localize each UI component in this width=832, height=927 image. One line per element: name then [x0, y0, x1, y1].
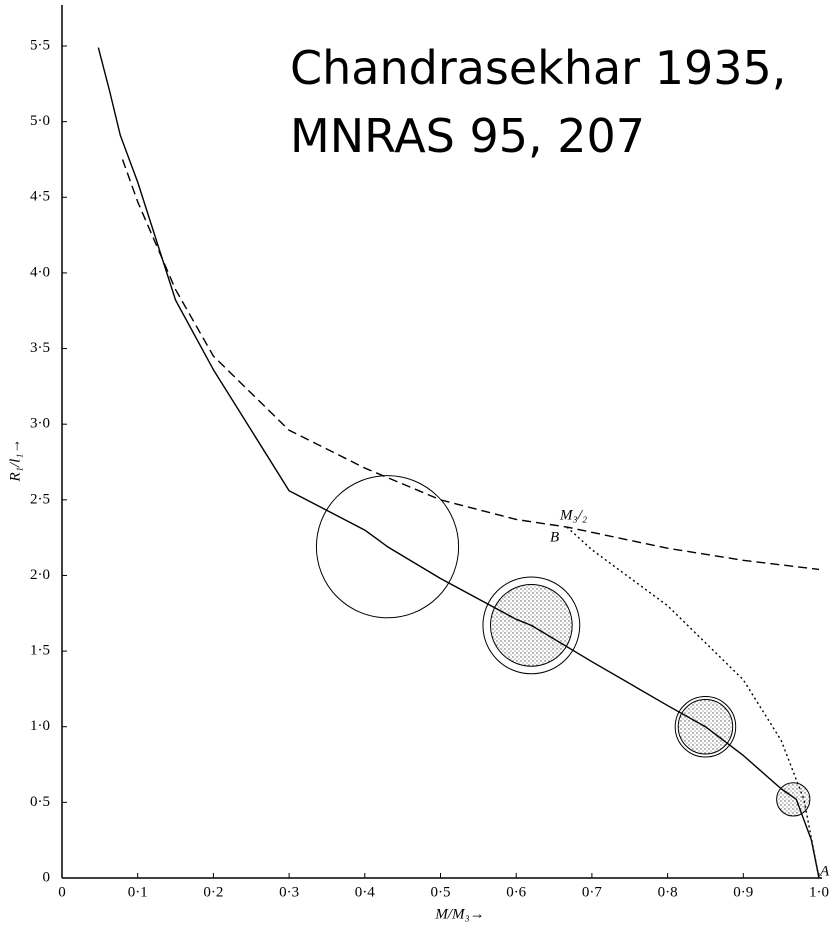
curve	[121, 159, 820, 571]
x-tick-label: 0·2	[203, 884, 223, 900]
annotation: B	[550, 529, 559, 545]
y-tick-label: 5·5	[30, 37, 50, 53]
x-tick-label: 0·8	[658, 884, 678, 900]
x-tick-label: 1·0	[809, 884, 829, 900]
y-tick-label: 0	[43, 869, 51, 885]
y-tick-label: 1·5	[30, 643, 50, 659]
x-axis-label: M/M₃→	[434, 906, 484, 922]
x-tick-label: 0·6	[506, 884, 526, 900]
y-axis-label: R₁/l₁→	[7, 439, 23, 483]
y-tick-label: 2·0	[30, 567, 50, 583]
y-tick-label: 5·0	[30, 113, 50, 129]
y-tick-label: 2·5	[30, 491, 50, 507]
annotation: A	[819, 863, 830, 879]
x-tick-label: 0·5	[431, 884, 451, 900]
x-tick-label: 0	[58, 884, 66, 900]
x-tick-label: 0·4	[355, 884, 375, 900]
x-tick-label: 0·9	[733, 884, 753, 900]
annotation: Chandrasekhar 1935,	[290, 41, 786, 95]
curve	[97, 47, 820, 879]
annotation: MNRAS 95, 207	[290, 109, 645, 163]
y-tick-label: 1·0	[30, 718, 50, 734]
circle-outer	[776, 782, 811, 817]
annotation: M₃/₂	[559, 507, 587, 523]
y-tick-label: 3·0	[30, 416, 50, 432]
y-tick-label: 0·5	[30, 794, 50, 810]
y-tick-label: 4·5	[30, 189, 50, 205]
x-tick-label: 0·7	[582, 884, 602, 900]
x-tick-label: 0·3	[279, 884, 299, 900]
x-tick-label: 0·1	[128, 884, 148, 900]
y-tick-label: 4·0	[30, 264, 50, 280]
y-tick-label: 3·5	[30, 340, 50, 356]
